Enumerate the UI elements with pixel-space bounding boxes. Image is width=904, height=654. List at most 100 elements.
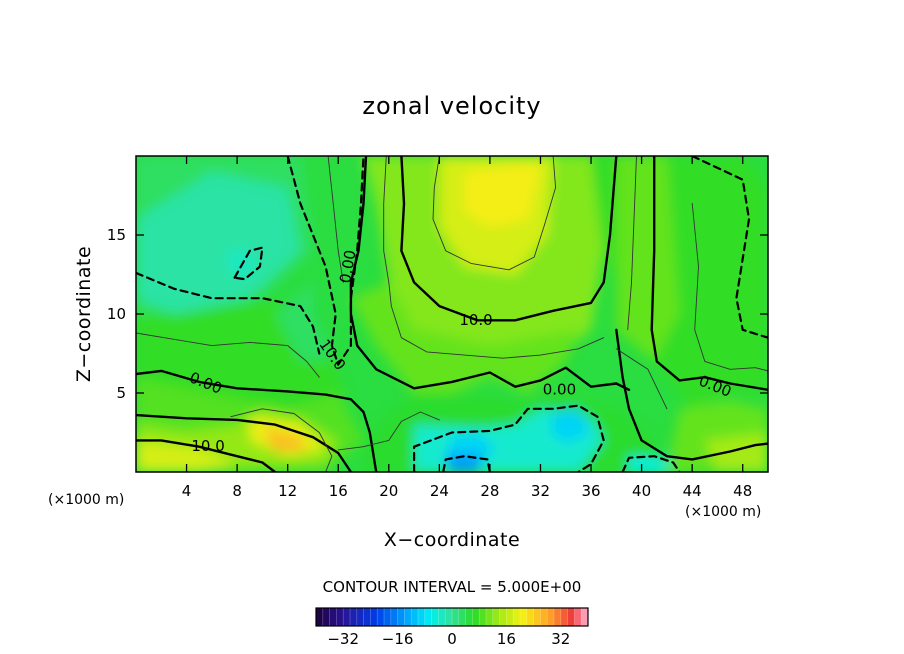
negative-contour [621,455,681,472]
colorbar-swatch [329,608,337,626]
colorbar-swatch [404,608,412,626]
colorbar-swatch [452,608,460,626]
colorbar-swatch [377,608,385,626]
colorbar-swatch [465,608,473,626]
x-tick-label: 36 [581,482,600,500]
intermediate-contour [337,411,440,451]
colorbar-swatch [492,608,500,626]
x-tick-label: 32 [531,482,550,500]
negative-contour [233,246,264,281]
field-region [464,163,541,228]
colorbar-tick-label: 16 [497,630,516,648]
colorbar-swatch [350,608,358,626]
contour-label: 10.0 [191,437,224,455]
x-tick-label: 40 [632,482,651,500]
colorbar-swatch [499,608,507,626]
y-tick-label: 5 [116,384,126,402]
colorbar-swatch [431,608,439,626]
negative-contour [691,156,768,339]
colorbar-swatch [513,608,521,626]
colorbar-swatch [567,608,575,626]
colorbar-swatch [506,608,514,626]
colorbar-swatch [574,608,582,626]
positive-contour [136,439,277,472]
x-tick-label: 8 [232,482,242,500]
positive-contour [136,413,353,472]
field-region [136,171,301,314]
intermediate-contour [691,202,768,372]
colorbar-swatch [581,608,589,626]
x-unit-left: (×1000 m) [48,492,124,508]
colorbar-frame [315,607,589,627]
colorbar-swatch [486,608,494,626]
colorbar-swatch [390,608,398,626]
positive-contour [615,328,768,461]
contour-label: 0.00 [336,249,360,285]
field-region [704,432,768,472]
x-tick-label: 12 [278,482,297,500]
positive-contour [136,369,378,472]
intermediate-contour [136,332,320,378]
colorbar-swatch [356,608,364,626]
colorbar-tick-label: 32 [551,630,570,648]
colorbar-swatch [411,608,419,626]
colorbar-tick-label: −16 [382,630,414,648]
contour-lines [136,156,768,472]
field-regions [136,156,768,472]
colorbar-tick-label: 0 [447,630,457,648]
x-axis-title: X−coordinate [384,529,520,551]
colorbar-swatch [526,608,534,626]
colorbar-swatch [384,608,392,626]
colorbar-swatch [363,608,371,626]
x-tick-label: 16 [329,482,348,500]
y-axis-title: Z−coordinate [73,246,95,382]
positive-contour [650,156,768,391]
intermediate-contour [230,408,333,472]
field-region [224,250,257,278]
x-unit-right: (×1000 m) [685,504,761,520]
negative-contour [442,455,491,472]
colorbar-swatch [322,608,330,626]
x-tick-label: 48 [733,482,752,500]
velocity-field [136,156,768,472]
colorbar-swatch [316,608,324,626]
y-tick-label: 10 [107,305,126,323]
contour-label: 10.0 [459,311,492,329]
negative-contour [136,271,321,355]
colorbar-swatch [438,608,446,626]
y-tick-label: 15 [107,226,126,244]
intermediate-contour [327,156,344,283]
colorbar-swatch [479,608,487,626]
field-region [262,427,307,452]
colorbar-swatch [397,608,405,626]
negative-contour [413,404,605,472]
colorbar-swatch [547,608,555,626]
x-tick-label: 20 [379,482,398,500]
colorbar-swatch [533,608,541,626]
field-region [350,282,579,393]
field-region [616,156,680,362]
colorbar-swatch [445,608,453,626]
colorbar: −32 −16 0 16 32 [315,607,589,648]
colorbar-swatch [370,608,378,626]
colorbar-swatch [554,608,562,626]
colorbar-swatch [540,608,548,626]
contour-label: 0.00 [543,380,576,398]
colorbar-swatch [418,608,426,626]
colorbar-swatch [343,608,351,626]
x-tick-label: 4 [182,482,192,500]
field-region [136,440,238,472]
colorbar-swatch [520,608,528,626]
intermediate-contour [383,156,605,359]
x-tick-label: 44 [683,482,702,500]
colorbar-swatch [458,608,466,626]
colorbar-swatch [560,608,568,626]
positive-contour [400,156,618,322]
negative-contour [286,156,365,366]
colorbar-swatch [336,608,344,626]
contour-interval-note: CONTOUR INTERVAL = 5.000E+00 [323,578,582,596]
intermediate-contour [615,348,668,410]
colorbar-swatch [472,608,480,626]
